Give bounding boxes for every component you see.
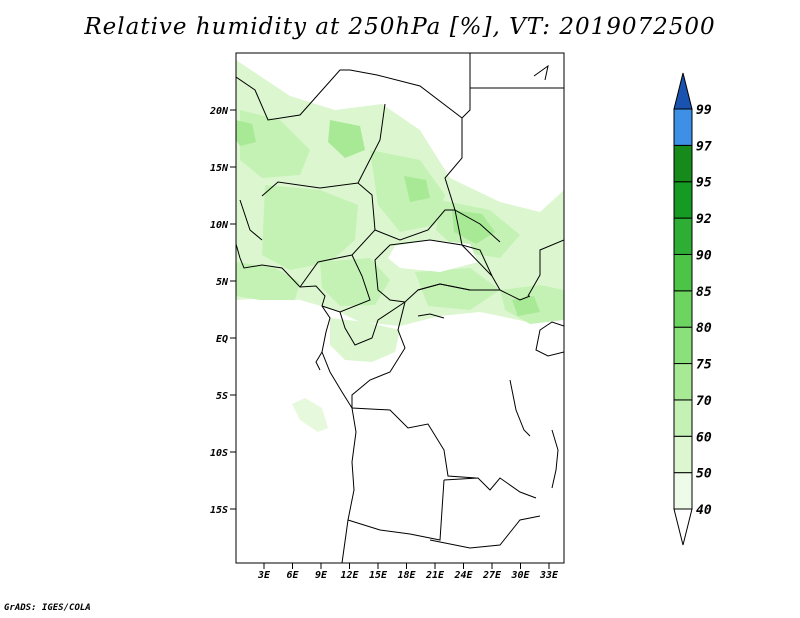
lon-tick-label: 12E <box>340 570 359 581</box>
lon-tick-label: 15E <box>369 570 388 581</box>
border-drc-west <box>351 301 406 408</box>
colorbar-label: 97 <box>696 139 712 154</box>
colorbar-label: 75 <box>696 358 712 373</box>
border-sahel <box>236 69 501 243</box>
border-angola-south <box>347 479 445 541</box>
humidity-core-9 <box>328 120 365 158</box>
lake-malawi <box>551 429 559 489</box>
border-niger-chad <box>357 103 386 184</box>
border-southern <box>429 515 541 549</box>
lon-tick-label: 27E <box>482 570 502 581</box>
colorbar-label: 80 <box>696 321 712 336</box>
colorbar-box <box>673 472 693 510</box>
border-egypt <box>461 53 471 119</box>
humidity-core-1 <box>240 110 310 178</box>
colorbar-label: 70 <box>696 394 712 409</box>
lat-tick-label: EQ <box>216 334 228 345</box>
lake-tanganyika <box>509 379 531 437</box>
colorbar-box <box>673 399 693 437</box>
colorbar-label: 85 <box>696 285 712 300</box>
colorbar-label: 92 <box>696 212 712 227</box>
humidity-field <box>236 60 564 432</box>
coast-gabon <box>315 351 323 371</box>
border-congo <box>339 301 406 346</box>
border-west-small <box>239 199 263 241</box>
colorbar-box <box>673 253 693 292</box>
colorbar-box <box>673 144 693 183</box>
colorbar-label: 99 <box>696 103 712 118</box>
coastline-west-africa <box>236 243 357 563</box>
lon-tick-label: 18E <box>397 570 416 581</box>
dry-region-central <box>388 240 478 272</box>
lon-tick-label: 30E <box>510 570 530 581</box>
humidity-core-13 <box>512 296 540 316</box>
colorbar-label: 90 <box>696 248 712 263</box>
border-zambia <box>443 477 537 499</box>
colorbar-label: 95 <box>696 176 712 191</box>
lon-tick-label: 33E <box>539 570 559 581</box>
lon-tick-label: 3E <box>257 570 271 581</box>
border-nigeria <box>261 181 376 288</box>
longitude-axis: 3E 6E 9E 12E 15E 18E 21E 24E 27E 30E 33E <box>257 563 559 581</box>
lat-tick-label: 15S <box>210 505 228 516</box>
border-drc-north <box>417 283 531 301</box>
border-chad <box>374 209 493 277</box>
humidity-patch-sw <box>292 398 328 432</box>
lon-tick-label: 9E <box>315 570 328 581</box>
lon-tick-label: 24E <box>453 570 473 581</box>
humidity-band-south <box>330 318 400 362</box>
latitude-axis: 20N 15N 10N 5N EQ 5S 10S 15S <box>209 106 236 516</box>
coast-guinea <box>417 313 445 319</box>
lat-tick-label: 5N <box>216 277 229 288</box>
colorbar: 40 50 60 70 75 80 85 90 92 95 97 99 <box>673 72 712 546</box>
humidity-core-6 <box>320 258 390 306</box>
colorbar-box <box>673 290 693 328</box>
map-frame <box>235 52 565 564</box>
humidity-core-12 <box>404 176 430 202</box>
coastline-borders <box>236 53 564 563</box>
humidity-core-5 <box>236 262 300 300</box>
colorbar-box <box>673 435 693 474</box>
border-red-sea <box>533 64 549 81</box>
humidity-core-7 <box>415 268 500 310</box>
lat-tick-label: 10S <box>210 448 228 459</box>
colorbar-box <box>673 363 693 401</box>
border-angola-north <box>351 407 477 479</box>
lat-tick-label: 20N <box>209 106 229 117</box>
border-east <box>527 239 564 297</box>
colorbar-bottom-arrow <box>673 508 693 546</box>
humidity-core-10 <box>452 210 495 244</box>
lon-tick-label: 21E <box>425 570 445 581</box>
chart-title: Relative humidity at 250hPa [%], VT: 201… <box>84 14 716 40</box>
colorbar-box <box>673 181 693 219</box>
dry-region-ne <box>476 88 564 180</box>
colorbar-box <box>673 326 693 365</box>
colorbar-label: 40 <box>696 503 712 518</box>
lat-tick-label: 15N <box>210 163 229 174</box>
humidity-core-2 <box>262 185 358 270</box>
lake-victoria <box>535 321 564 357</box>
grads-credit: GrADS: IGES/COLA <box>4 603 91 613</box>
lat-tick-label: 10N <box>210 220 229 231</box>
border-cameroon <box>321 254 371 313</box>
colorbar-label: 50 <box>696 467 712 482</box>
humidity-core-11 <box>236 120 256 146</box>
colorbar-top-arrow <box>673 72 693 110</box>
colorbar-box <box>673 108 693 146</box>
lon-tick-label: 6E <box>286 570 299 581</box>
colorbar-label: 60 <box>696 430 712 445</box>
lat-tick-label: 5S <box>216 391 228 402</box>
colorbar-box <box>673 217 693 255</box>
